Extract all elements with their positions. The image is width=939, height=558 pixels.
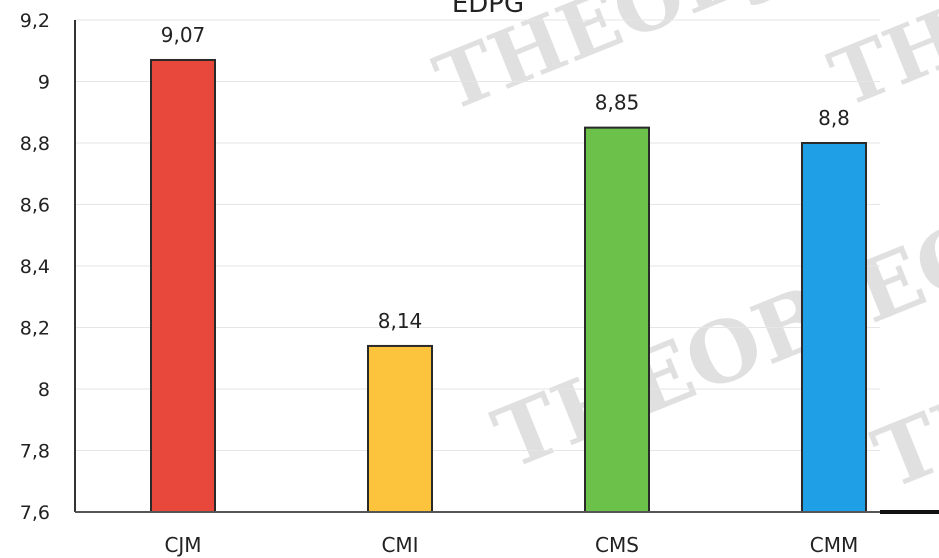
x-category-label: CMS	[595, 533, 639, 557]
y-tick-label: 7,8	[20, 441, 50, 463]
data-label-cmi: 8,14	[378, 309, 423, 333]
y-tick-label: 8,8	[20, 133, 50, 155]
y-tick-label: 8,6	[20, 195, 50, 217]
y-tick-label: 9,2	[20, 10, 50, 32]
y-tick-label: 7,6	[20, 502, 50, 524]
x-axis-categories: CJM CMI CMS CMM	[164, 533, 858, 557]
data-label-cmm: 8,8	[818, 106, 850, 130]
x-category-label: CMI	[381, 533, 418, 557]
y-axis-ticks: 7,6 7,8 8 8,2 8,4 8,6 8,8 9 9,2	[20, 10, 50, 524]
y-tick-label: 8,2	[20, 318, 50, 340]
bar-cmi	[367, 344, 433, 514]
y-tick-label: 9	[38, 72, 50, 94]
bar-cmm	[801, 142, 867, 513]
bar-cms	[584, 126, 650, 513]
x-category-label: CMM	[810, 533, 858, 557]
bar-cjm	[150, 58, 216, 513]
data-label-cms: 8,85	[595, 91, 640, 115]
data-labels: 9,07 8,14 8,85 8,8	[161, 23, 850, 333]
data-label-cjm: 9,07	[161, 23, 206, 47]
x-category-label: CJM	[164, 533, 201, 557]
bars	[150, 58, 867, 514]
y-tick-label: 8	[38, 379, 50, 401]
y-tick-label: 8,4	[20, 256, 50, 278]
chart-title: EDPG	[452, 0, 524, 19]
